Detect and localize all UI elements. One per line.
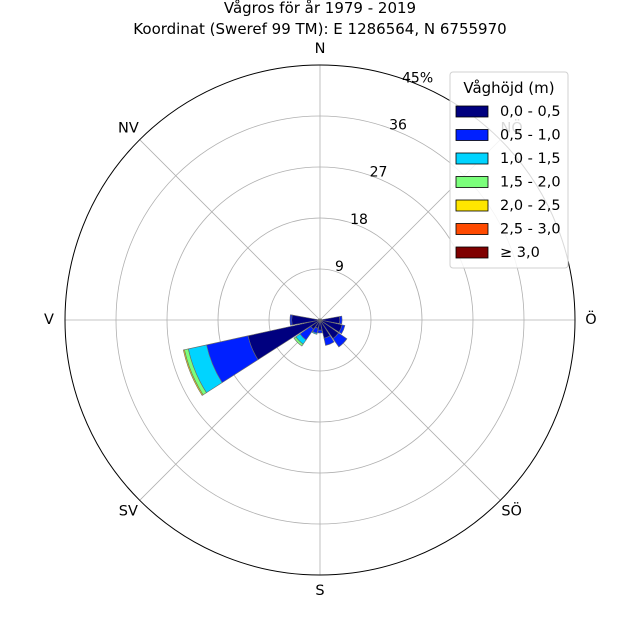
direction-label-7: NV [118, 120, 139, 136]
polar-grid [65, 65, 575, 575]
legend-swatch-6 [455, 246, 489, 259]
legend-label-1: 0,5 - 1,0 [500, 128, 561, 144]
legend-label-3: 1,5 - 2,0 [500, 175, 561, 191]
legend-swatch-2 [455, 152, 489, 165]
direction-label-2: Ö [585, 310, 596, 328]
rose-bar-4-1 [339, 315, 343, 325]
rose-bar-11-4 [182, 349, 204, 396]
legend-label-2: 1,0 - 1,5 [500, 151, 561, 167]
legend-label-4: 2,0 - 2,5 [500, 198, 561, 214]
grid-spoke-5 [139, 319, 321, 501]
legend-swatch-1 [455, 129, 489, 141]
chart-title: Vågros för år 1979 - 2019 [224, 0, 416, 17]
legend-title: Våghöjd (m) [463, 79, 554, 97]
grid-spoke-7 [139, 139, 321, 321]
radial-tick-label-0: 9 [335, 259, 344, 275]
direction-label-3: SÖ [501, 502, 522, 520]
radial-tick-labels: 9 18 27 36 45% [335, 70, 433, 274]
radial-tick-label-2: 27 [370, 165, 388, 181]
rose-bar-6-1 [332, 332, 348, 348]
legend-swatch-4 [455, 199, 489, 212]
rose-bar-10-3 [293, 336, 304, 347]
rose-bar-15-0 [318, 318, 321, 321]
rose-bars [182, 314, 348, 396]
direction-label-6: V [44, 312, 54, 328]
direction-label-5: SV [119, 504, 138, 520]
legend-swatch-3 [455, 176, 489, 188]
radial-tick-label-1: 18 [350, 212, 368, 228]
chart-subtitle: Koordinat (Sweref 99 TM): E 1286564, N 6… [133, 20, 506, 38]
radial-tick-label-3: 36 [389, 118, 407, 134]
legend-items: 0,0 - 0,5 0,5 - 1,0 1,0 - 1,5 1,5 - 2,0 2,0 … [455, 104, 561, 261]
radial-tick-label-4: 45% [402, 70, 433, 86]
legend-swatch-0 [455, 105, 489, 118]
legend-label-0: 0,0 - 0,5 [500, 104, 561, 120]
rose-bar-7-1 [323, 335, 335, 346]
rose-bar-9-2 [311, 331, 318, 335]
rose-bar-12-1 [289, 314, 293, 326]
legend-label-6: ≥ 3,0 [500, 245, 540, 261]
grid-spoke-3 [319, 319, 501, 501]
legend-swatch-5 [455, 223, 489, 235]
polar-frame [64, 64, 576, 576]
legend: Våghöjd (m) 0,0 - 0,5 0,5 - 1,0 1,0 - 1,5 1… [449, 71, 569, 269]
legend-label-5: 2,5 - 3,0 [500, 222, 561, 238]
rose-bar-8-1 [317, 329, 323, 334]
direction-label-4: S [315, 583, 324, 599]
legend-frame [449, 71, 569, 269]
rose-bar-5-1 [338, 324, 346, 335]
direction-label-0: N [315, 41, 326, 57]
